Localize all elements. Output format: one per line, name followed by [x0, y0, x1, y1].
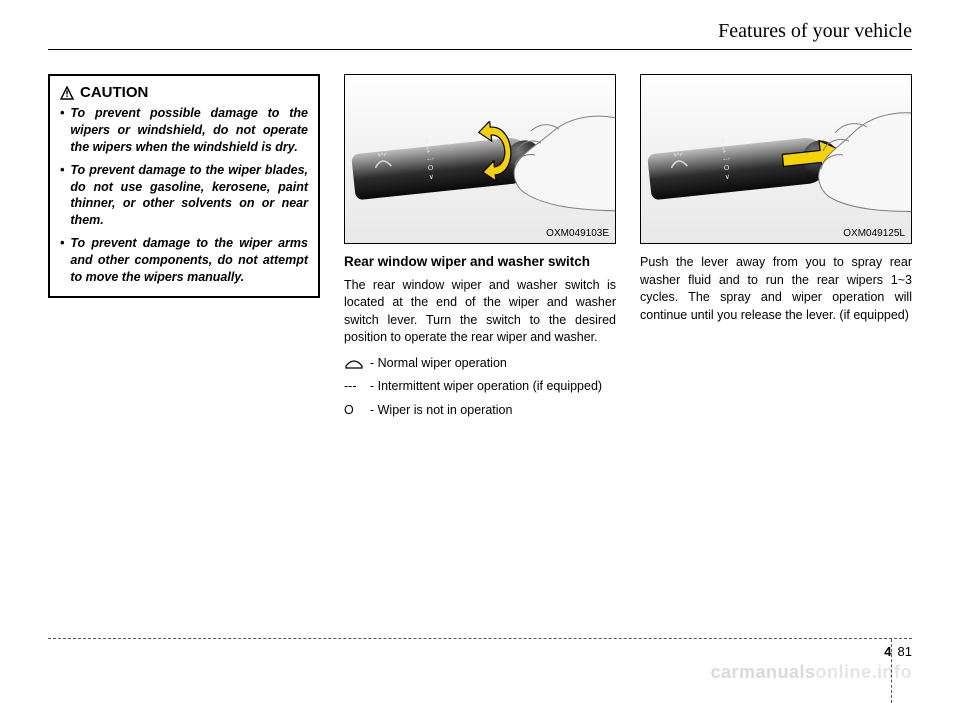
figure-code: OXM049103E [546, 228, 609, 239]
caution-icon [60, 86, 74, 100]
page-number: 4 81 [884, 644, 912, 659]
column-push-lever: 2 1 --- O ∨ OXM049125L Push the l [640, 74, 912, 425]
watermark: carmanualsonline.info [710, 662, 912, 683]
caution-title: CAUTION [60, 84, 308, 101]
rear-switch-body: The rear window wiper and washer switch … [344, 277, 616, 347]
figure-code: OXM049125L [843, 228, 905, 239]
section-header: Features of your vehicle [48, 20, 912, 50]
caution-item: To prevent possible damage to the wipers… [70, 105, 308, 156]
watermark-part-b: online.info [816, 662, 912, 682]
column-rear-switch: 2 1 --- O ∨ OXM049103E Rear windo [344, 74, 616, 425]
mode-intermittent-prefix: --- [344, 378, 370, 396]
mode-off-prefix: O [344, 402, 370, 420]
watermark-part-a: carmanuals [710, 662, 815, 682]
mode-intermittent: --- - Intermittent wiper operation (if e… [344, 378, 616, 396]
washer-icon [372, 152, 394, 175]
mode-off: O - Wiper is not in operation [344, 402, 616, 420]
footer-rule [48, 638, 912, 639]
rear-window-icon [344, 355, 370, 373]
washer-icon [668, 152, 690, 175]
figure-rotate-switch: 2 1 --- O ∨ OXM049103E [344, 74, 616, 244]
mode-intermittent-text: - Intermittent wiper operation (if equip… [370, 378, 616, 396]
caution-item: To prevent damage to the wiper blades, d… [70, 162, 308, 230]
mode-off-text: - Wiper is not in operation [370, 402, 616, 420]
column-caution: CAUTION To prevent possible damage to th… [48, 74, 320, 425]
caution-item: To prevent damage to the wiper arms and … [70, 235, 308, 286]
rear-switch-heading: Rear window wiper and washer switch [344, 254, 616, 271]
push-lever-body: Push the lever away from you to spray re… [640, 254, 912, 324]
mode-normal: - Normal wiper operation [344, 355, 616, 373]
figure-push-lever: 2 1 --- O ∨ OXM049125L [640, 74, 912, 244]
mode-normal-text: - Normal wiper operation [370, 355, 616, 373]
caution-label: CAUTION [80, 84, 148, 101]
caution-list: To prevent possible damage to the wipers… [60, 105, 308, 286]
hand-illustration [463, 93, 616, 233]
hand-illustration [769, 93, 912, 233]
page-in-section: 81 [898, 644, 912, 659]
caution-box: CAUTION To prevent possible damage to th… [48, 74, 320, 298]
content-columns: CAUTION To prevent possible damage to th… [48, 74, 912, 425]
